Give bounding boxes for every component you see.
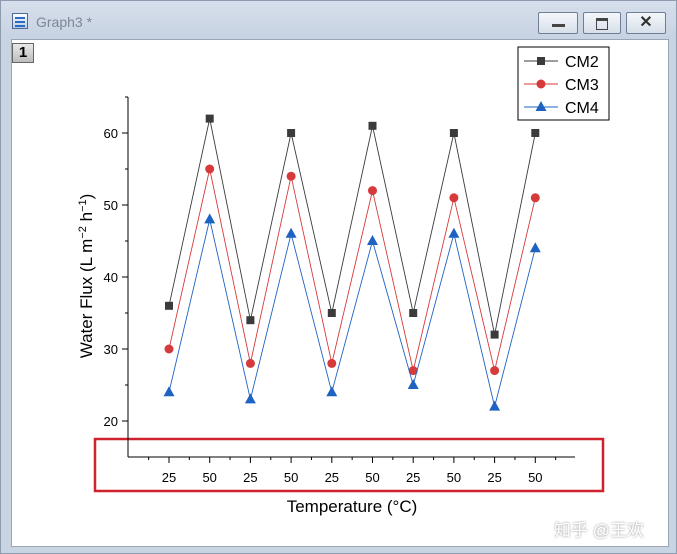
y-tick-label: 40 [104, 270, 118, 285]
data-point-cm2 [368, 121, 377, 130]
watermark: 知乎 @王欢 [554, 521, 644, 540]
data-point-cm4 [529, 242, 541, 253]
data-point-cm3 [368, 186, 377, 196]
y-tick-label: 60 [104, 126, 118, 141]
data-point-cm3 [490, 366, 500, 376]
close-button[interactable]: ✕ [626, 12, 666, 34]
data-point-cm2 [449, 129, 458, 137]
x-tick-label: 50 [447, 470, 461, 485]
data-point-cm4 [244, 393, 256, 404]
title-bar[interactable]: Graph3 * ✕ [1, 1, 676, 39]
legend-marker-cm4 [535, 101, 547, 111]
data-point-cm4 [204, 213, 216, 224]
data-point-cm3 [449, 193, 459, 203]
data-point-cm4 [285, 227, 297, 238]
data-point-cm3 [530, 193, 540, 203]
series-line-cm2 [168, 118, 536, 335]
data-point-cm2 [287, 129, 296, 137]
x-tick-label: 25 [325, 470, 339, 485]
x-tick-label: 50 [284, 470, 298, 485]
axes: 20 30 40 50 60 25 50 25 50 25 50 25 50 25 50 [104, 96, 575, 485]
legend-label-cm3: CM3 [565, 77, 599, 94]
graph-page[interactable] [11, 39, 669, 547]
y-axis-label: Water Flux (L m−2 h−1) [77, 194, 96, 359]
x-tick-label: 25 [487, 470, 501, 485]
legend-label-cm4: CM4 [565, 100, 599, 117]
layer-1-tab[interactable]: 1 [12, 43, 34, 63]
data-point-cm4 [367, 235, 378, 245]
x-tick-label: 25 [243, 470, 257, 485]
data-point-cm2 [409, 309, 418, 317]
data-point-cm2 [490, 330, 499, 339]
data-point-cm3 [205, 164, 215, 174]
minimize-button[interactable] [538, 12, 578, 34]
series-cm3 [164, 164, 540, 376]
plot-lines [163, 114, 541, 411]
data-point-cm2 [246, 316, 255, 325]
legend-marker-cm2 [537, 57, 545, 65]
series-cm4 [163, 213, 541, 411]
data-point-cm2 [205, 114, 214, 123]
y-tick-label: 30 [104, 342, 118, 357]
x-axis-label: Temperature (°C) [287, 497, 418, 516]
legend[interactable]: CM2 CM3 CM4 [517, 46, 610, 121]
data-point-cm3 [408, 366, 418, 376]
data-point-cm2 [327, 309, 336, 317]
data-point-cm3 [286, 171, 296, 181]
close-icon: ✕ [639, 14, 653, 31]
x-tick-label: 25 [162, 470, 176, 485]
series-line-cm4 [168, 219, 536, 407]
data-point-cm2 [531, 129, 540, 137]
x-tick-label: 50 [528, 470, 542, 485]
graph-window-icon[interactable] [12, 13, 28, 29]
highlight-box [93, 437, 605, 493]
y-tick-label: 50 [104, 198, 118, 213]
x-tick-label: 25 [406, 470, 420, 485]
data-point-cm4 [407, 379, 419, 389]
series-cm2 [165, 114, 540, 339]
data-point-cm3 [245, 358, 255, 368]
maximize-button[interactable] [583, 12, 621, 34]
x-tick-label: 50 [365, 470, 379, 485]
legend-marker-cm3 [536, 79, 546, 89]
data-point-cm4 [489, 400, 501, 411]
data-point-cm3 [327, 358, 337, 368]
x-tick-label: 50 [202, 470, 216, 485]
y-tick-label: 20 [104, 414, 118, 429]
data-point-cm3 [164, 344, 174, 354]
window-title: Graph3 * [36, 14, 93, 30]
data-point-cm4 [448, 227, 460, 238]
data-point-cm4 [326, 386, 338, 397]
data-point-cm4 [163, 386, 175, 397]
legend-label-cm2: CM2 [565, 54, 599, 71]
series-line-cm3 [168, 168, 536, 371]
data-point-cm2 [165, 301, 173, 310]
